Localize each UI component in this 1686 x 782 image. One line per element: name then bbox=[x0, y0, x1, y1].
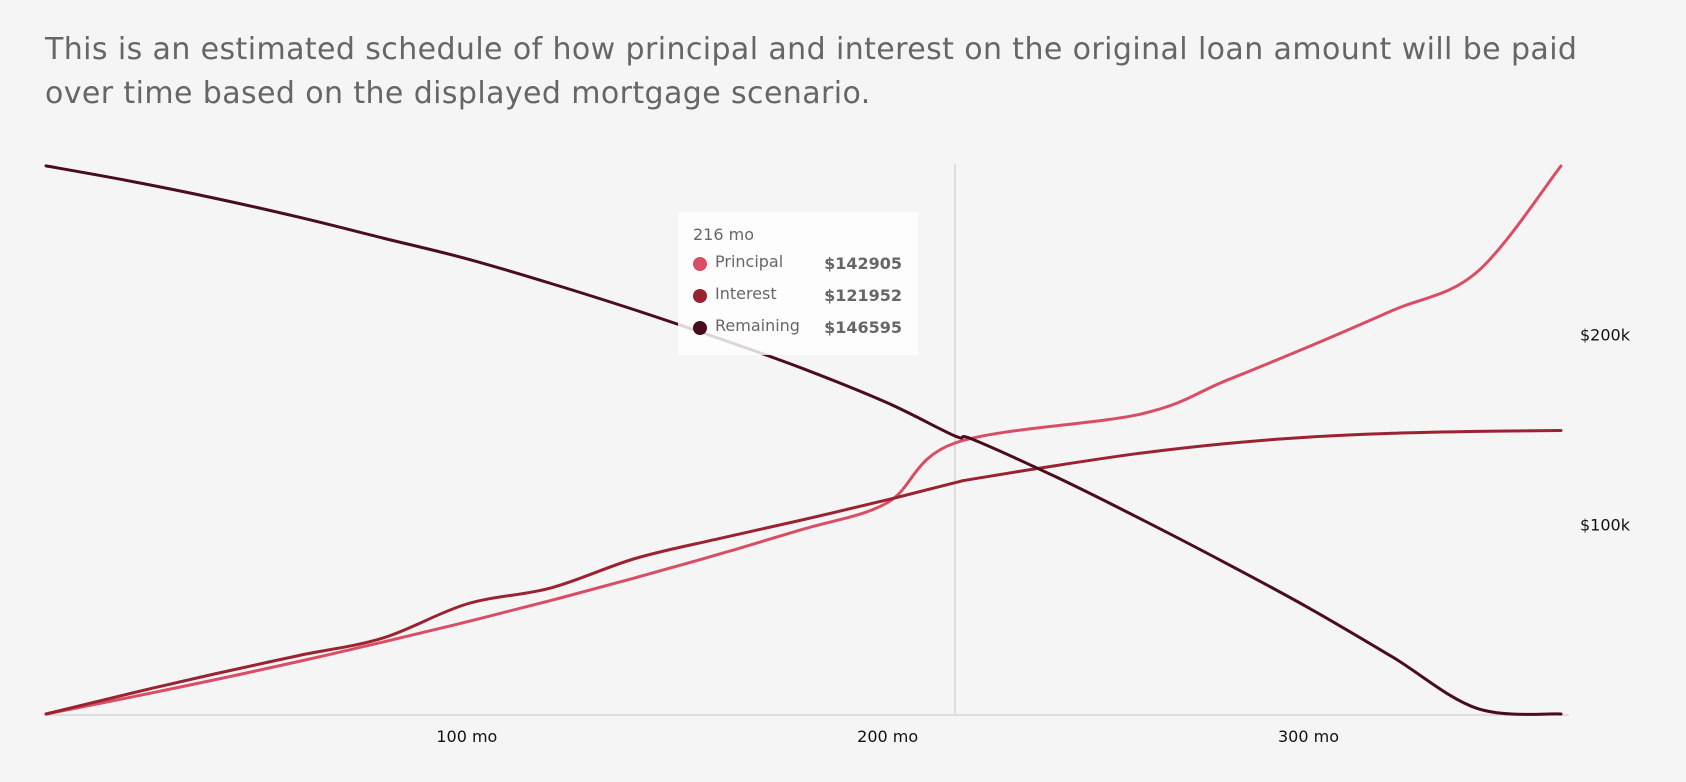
tooltip-row-remaining: Remaining $146595 bbox=[693, 311, 902, 343]
tooltip-row-value: $142905 bbox=[824, 253, 902, 273]
chart-tooltip: 216 mo Principal $142905 Interest $12195… bbox=[678, 212, 918, 355]
tooltip-row-value: $146595 bbox=[824, 317, 902, 337]
tooltip-row-principal: Principal $142905 bbox=[693, 247, 902, 279]
y-tick-label: $200k bbox=[1580, 326, 1631, 345]
tooltip-row-name: Remaining bbox=[715, 315, 800, 335]
x-tick-label: 300 mo bbox=[1278, 727, 1339, 746]
series-line-remaining bbox=[44, 164, 1563, 716]
series-line-interest bbox=[44, 429, 1563, 716]
interest-dot-icon bbox=[693, 289, 707, 303]
x-tick-label: 100 mo bbox=[436, 727, 497, 746]
tooltip-row-name: Interest bbox=[715, 283, 777, 303]
tooltip-row-name: Principal bbox=[715, 251, 784, 271]
x-tick-label: 200 mo bbox=[857, 727, 918, 746]
remaining-dot-icon bbox=[693, 321, 707, 335]
series-line-principal bbox=[44, 164, 1563, 716]
y-tick-label: $100k bbox=[1580, 515, 1631, 534]
tooltip-title: 216 mo bbox=[693, 225, 754, 244]
tooltip-row-value: $121952 bbox=[824, 285, 902, 305]
tooltip-row-interest: Interest $121952 bbox=[693, 279, 902, 311]
chart-description: This is an estimated schedule of how pri… bbox=[45, 32, 1578, 111]
principal-dot-icon bbox=[693, 257, 707, 271]
